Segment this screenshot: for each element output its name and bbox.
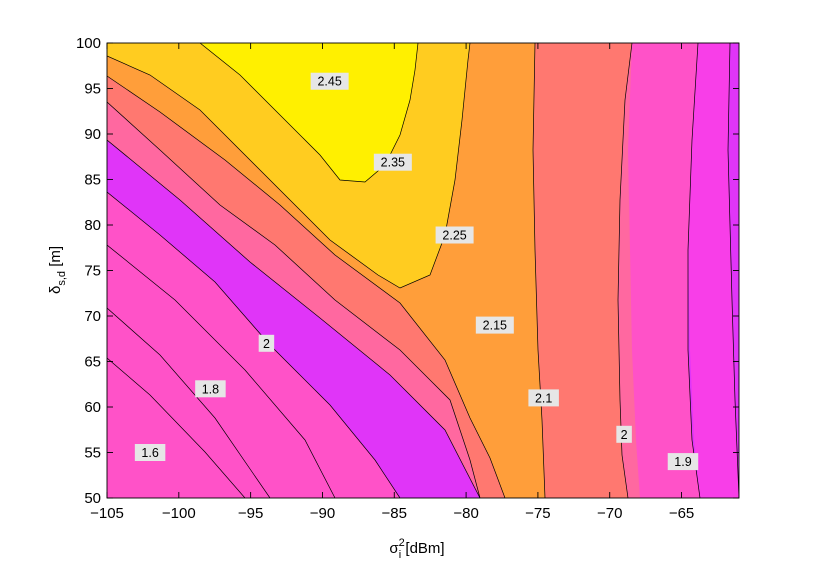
contour-line-2-1-left	[107, 101, 481, 498]
contour-label-text: 2	[263, 337, 270, 351]
y-tick-label: 65	[84, 354, 101, 371]
contour-label: 2.35	[373, 153, 412, 171]
contour-label-bg	[134, 444, 166, 461]
y-tick-label: 90	[84, 126, 101, 143]
contour-label: 2.45	[310, 72, 349, 90]
y-tick-label: 85	[84, 172, 101, 189]
y-tick-label: 50	[84, 490, 101, 507]
y-axis-label-sub: s,d	[56, 271, 68, 286]
contour-line-2-35	[199, 43, 419, 183]
contour-label: 2.15	[475, 316, 514, 334]
contour-label-bg	[528, 389, 559, 407]
contour-label-text: 2.35	[381, 156, 405, 170]
x-axis-label-sup: 2	[399, 537, 405, 549]
y-tick-label: 80	[84, 217, 101, 234]
region-2-35	[200, 43, 418, 182]
contour-label-text: 2	[621, 428, 628, 442]
contour-label: 1.9	[667, 453, 699, 471]
contour-label-text: 1.6	[141, 446, 158, 460]
y-tick-label: 75	[84, 263, 101, 280]
y-tick-label: 70	[84, 308, 101, 325]
contour-label-text: 1.9	[674, 455, 691, 469]
x-tick-label: −85	[382, 505, 407, 522]
y-axis-label-main: δ	[47, 286, 64, 294]
y-tick-label: 100	[76, 35, 101, 52]
y-tick-label: 95	[84, 81, 101, 98]
contour-label-bg	[475, 316, 514, 334]
contour-label-bg	[373, 153, 412, 171]
y-tick-label: 60	[84, 399, 101, 416]
contour-filled-regions	[107, 43, 739, 498]
y-axis-label-unit: [m]	[47, 246, 64, 271]
x-axis-label: σ2 i [dBm]	[389, 537, 444, 561]
contour-line-1-7	[107, 307, 271, 498]
x-axis-label-sub: i	[399, 549, 401, 561]
contour-label-bg	[616, 425, 632, 443]
x-axis-label-unit: [dBm]	[401, 540, 444, 557]
contour-label: 2.1	[528, 389, 559, 407]
x-tick-label: −70	[597, 505, 622, 522]
contour-label-text: 1.8	[202, 382, 219, 396]
x-tick-label: −95	[238, 505, 263, 522]
contour-label-text: 2.45	[317, 75, 341, 89]
x-axis-ticks: −105 −100 −95 −90 −85 −80 −75 −70 −65	[90, 43, 694, 522]
contour-label: 1.6	[134, 444, 166, 461]
contour-label-bg	[258, 334, 275, 352]
contour-line-2-25	[107, 43, 471, 289]
contour-label-bg	[435, 226, 474, 244]
x-axis-label-main: σ	[389, 540, 399, 557]
contour-line-2-0-left	[107, 139, 481, 498]
region-left-1-9	[107, 192, 400, 498]
y-tick-label: 55	[84, 445, 101, 462]
contour-label: 2.25	[435, 226, 474, 244]
contour-line-1-6	[107, 357, 246, 498]
contour-label-text: 2.15	[483, 319, 507, 333]
x-tick-label: −80	[453, 505, 478, 522]
region-right-1-9	[628, 43, 700, 498]
contour-line-2-1-right	[617, 43, 633, 498]
contour-line-2-15-right	[532, 43, 546, 498]
x-tick-label: −100	[162, 505, 196, 522]
x-tick-label: −90	[310, 505, 335, 522]
contour-label-bg	[667, 453, 699, 471]
y-axis-label: δs,d [m]	[47, 246, 68, 294]
contour-label: 1.8	[195, 380, 226, 398]
contour-label-bg	[195, 380, 226, 398]
contour-label-bg	[310, 72, 349, 90]
x-tick-label: −65	[669, 505, 694, 522]
contour-lines	[107, 43, 739, 498]
contour-label-text: 2.25	[442, 229, 466, 243]
contour-line-1-8	[107, 244, 336, 498]
x-tick-label: −75	[525, 505, 550, 522]
contour-line-2-15-left	[107, 75, 506, 498]
x-tick-label: −105	[90, 505, 124, 522]
region-right-1-8	[688, 43, 739, 498]
contour-label: 2	[616, 425, 632, 443]
contour-labels: 2.45 2.35 2.25 2.15 2.1 2 1.8 1.6 2 1.9	[134, 72, 699, 471]
contour-label-text: 2.1	[535, 391, 552, 405]
y-axis-ticks: 50 55 60 65 70 75 80 85 90 95 100	[76, 35, 739, 507]
contour-line-1-9-right	[727, 43, 739, 498]
contour-label: 2	[258, 334, 275, 352]
contour-line-2-0-right	[687, 43, 701, 498]
